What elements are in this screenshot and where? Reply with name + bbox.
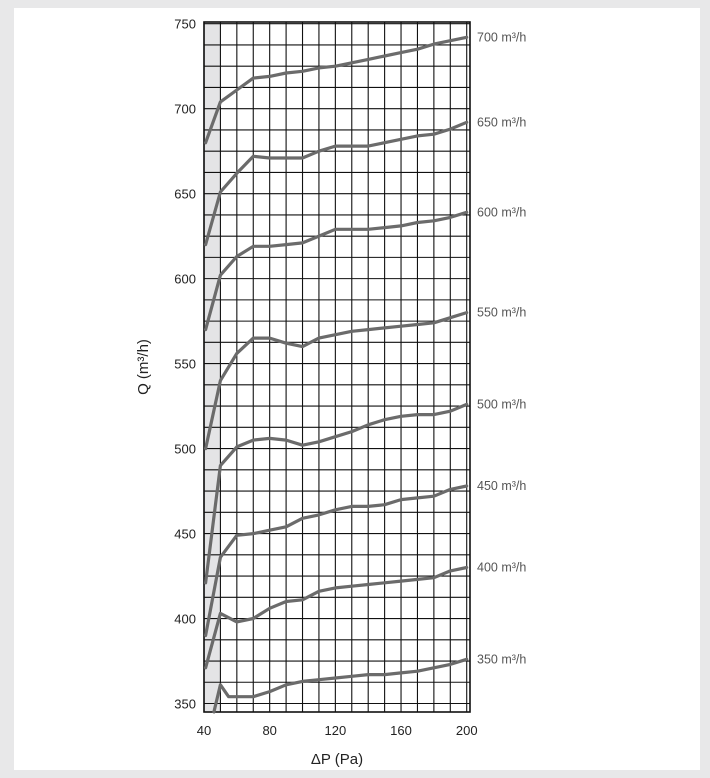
y-tick-label: 750: [174, 17, 196, 32]
y-axis-title: Q (m³/h): [135, 339, 152, 395]
series-line-4: [204, 402, 469, 585]
x-tick-label: 120: [325, 723, 347, 738]
y-tick-label: 500: [174, 442, 196, 457]
y-tick-label: 700: [174, 102, 196, 117]
series-label-7: 650 m³/h: [477, 115, 526, 129]
x-axis-title: ΔP (Pa): [311, 751, 363, 768]
series-line-3: [204, 484, 469, 638]
x-tick-label: 160: [390, 723, 412, 738]
y-tick-label: 450: [174, 527, 196, 542]
y-tick-label: 350: [174, 697, 196, 712]
series-line-7: [204, 120, 469, 247]
series-label-5: 550 m³/h: [477, 306, 526, 320]
series-line-6: [204, 210, 469, 332]
shaded-region-layer: [204, 22, 221, 712]
chart-panel: 40 80 120 160 200 350 400 450 500 550 600 650 700 750…: [14, 8, 700, 770]
series-label-4: 500 m³/h: [477, 397, 526, 411]
series-lines-layer: [204, 35, 469, 714]
shaded-region: [204, 22, 221, 712]
series-line-8: [204, 35, 469, 145]
y-tick-label: 650: [174, 187, 196, 202]
series-label-3: 450 m³/h: [477, 479, 526, 493]
series-label-6: 600 m³/h: [477, 205, 526, 219]
x-tick-label: 200: [456, 723, 478, 738]
series-line-1: [212, 657, 469, 714]
series-line-5: [204, 311, 469, 451]
series-label-1: 350 m³/h: [477, 652, 526, 666]
x-tick-label: 40: [197, 723, 211, 738]
flow-pressure-chart: 40 80 120 160 200 350 400 450 500 550 600 650 700 750…: [135, 17, 526, 768]
x-tick-label: 80: [262, 723, 276, 738]
y-tick-label: 400: [174, 612, 196, 627]
series-line-2: [204, 565, 469, 670]
grid-layer: [203, 21, 471, 713]
tick-labels-layer: 40 80 120 160 200 350 400 450 500 550 600 650 700 750: [174, 17, 477, 738]
plot-frame: [203, 21, 471, 713]
y-tick-label: 600: [174, 272, 196, 287]
series-label-2: 400 m³/h: [477, 561, 526, 575]
series-label-8: 700 m³/h: [477, 30, 526, 44]
y-tick-label: 550: [174, 357, 196, 372]
series-labels-layer: 350 m³/h 400 m³/h 450 m³/h 500 m³/h 550 m³/h…: [477, 30, 526, 666]
